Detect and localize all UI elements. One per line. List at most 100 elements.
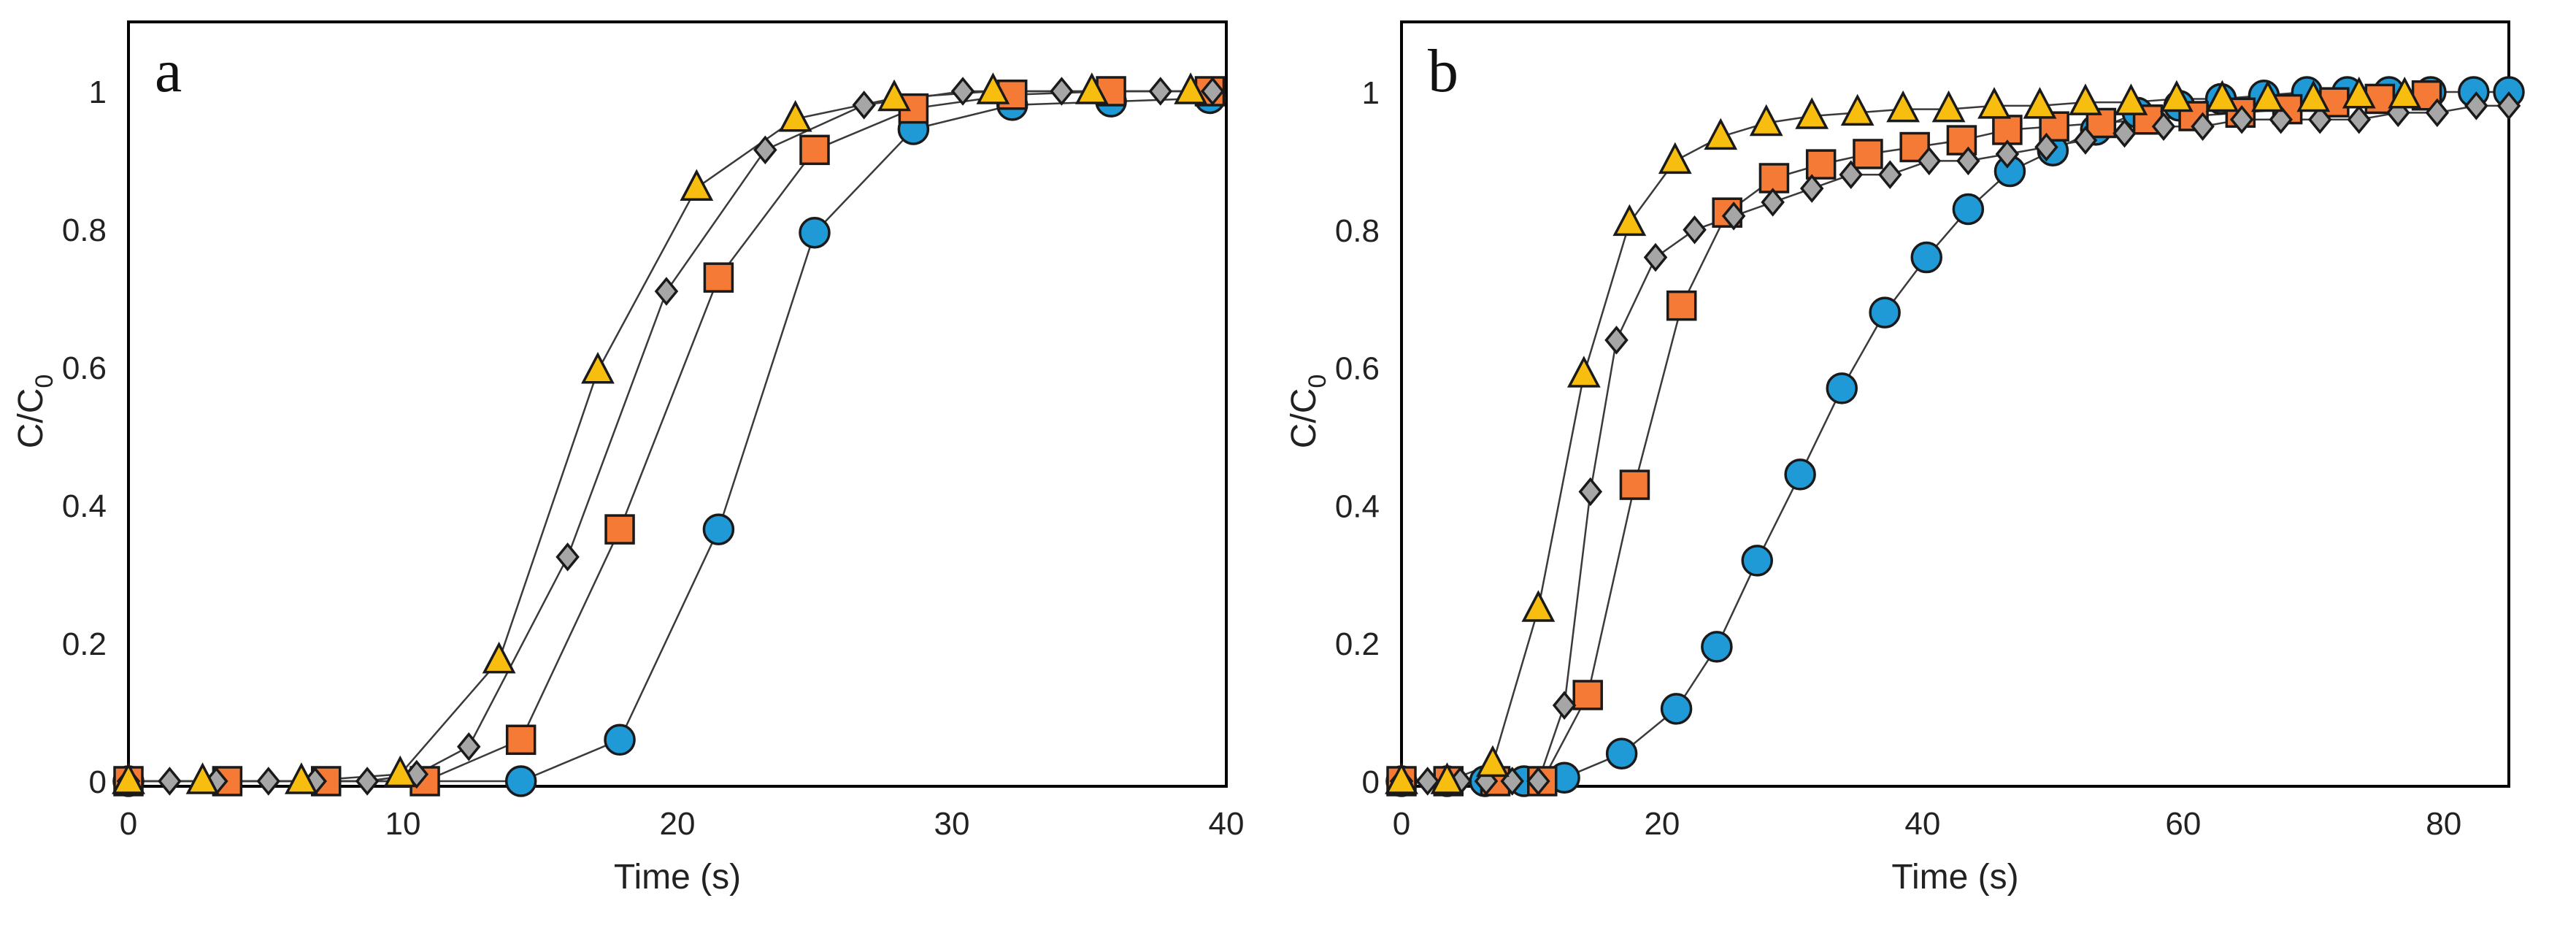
data-point-square — [1946, 125, 1977, 156]
data-point-circle — [1701, 631, 1733, 663]
data-point-triangle — [482, 641, 516, 674]
data-point-triangle — [877, 79, 911, 112]
data-point-circle — [799, 216, 831, 249]
data-point-diamond — [1721, 201, 1746, 231]
x-tick-label: 20 — [660, 806, 696, 842]
data-point-triangle — [383, 755, 418, 788]
x-tick-label: 20 — [1644, 806, 1680, 842]
data-point-triangle — [284, 762, 318, 794]
y-tick-label: 0.4 — [1335, 488, 1380, 524]
data-point-diamond — [950, 77, 975, 106]
data-point-diamond — [1683, 215, 1707, 245]
data-point-circle — [504, 765, 537, 797]
series-line-square — [128, 90, 1210, 783]
data-point-triangle — [2250, 80, 2285, 112]
data-point-diamond — [1799, 174, 1824, 203]
data-point-diamond — [2073, 126, 2098, 155]
y-tick-label: 0.2 — [1335, 626, 1380, 662]
data-point-triangle — [778, 100, 812, 132]
data-point-diamond — [1917, 146, 1942, 176]
data-point-diamond — [355, 767, 380, 796]
data-point-diamond — [2112, 118, 2137, 148]
data-point-square — [604, 514, 635, 545]
data-point-diamond — [2191, 112, 2215, 141]
data-point-triangle — [1931, 90, 1966, 123]
y-axis-title-main: C/C — [1285, 388, 1323, 449]
data-point-triangle — [2342, 76, 2376, 109]
panel-label: b — [1428, 37, 1458, 105]
y-tick-label: 0.6 — [62, 350, 107, 386]
x-tick-label: 60 — [2165, 806, 2201, 842]
data-point-circle — [702, 513, 735, 545]
data-point-diamond — [852, 91, 876, 120]
data-point-diamond — [1526, 767, 1550, 796]
y-tick-label: 0.4 — [62, 488, 107, 524]
data-point-triangle — [680, 169, 714, 201]
y-tick-label: 0 — [89, 764, 107, 800]
data-point-circle — [604, 724, 636, 756]
data-point-square — [799, 134, 830, 166]
y-tick-label: 1 — [89, 74, 107, 110]
data-point-diamond — [753, 135, 777, 165]
y-axis-title: C/C0 — [1285, 375, 1331, 449]
y-tick-label: 0 — [1362, 764, 1380, 800]
data-point-diamond — [1050, 77, 1074, 106]
data-point-triangle — [2388, 76, 2422, 109]
data-point-diamond — [2034, 132, 2058, 162]
y-axis-title-subscript: 0 — [1304, 375, 1331, 388]
data-point-triangle — [1074, 72, 1109, 104]
x-tick-label: 0 — [120, 806, 137, 842]
y-axis-title: C/C0 — [12, 375, 58, 449]
data-point-diamond — [456, 732, 481, 761]
data-point-circle — [1952, 193, 1985, 226]
data-point-square — [1758, 163, 1790, 193]
series-line-diamond — [128, 90, 1213, 783]
data-point-triangle — [1704, 118, 1738, 150]
data-point-diamond — [1877, 160, 1902, 190]
series-line-triangle — [1402, 94, 2405, 783]
data-point-circle — [1605, 737, 1638, 769]
data-point-triangle — [581, 351, 615, 384]
data-point-diamond — [1995, 139, 2020, 169]
data-point-square — [1666, 290, 1697, 321]
y-axis-title-main: C/C — [12, 388, 50, 449]
data-point-triangle — [2069, 83, 2102, 115]
data-point-triangle — [2160, 80, 2194, 112]
data-point-diamond — [2151, 112, 2176, 141]
x-tick-label: 30 — [934, 806, 970, 842]
x-tick-label: 0 — [1393, 806, 1410, 842]
x-tick-label: 10 — [385, 806, 421, 842]
data-point-triangle — [2114, 83, 2148, 115]
data-point-diamond — [2425, 98, 2450, 128]
data-point-square — [1572, 680, 1603, 710]
series-line-triangle — [128, 90, 1191, 783]
data-point-square — [703, 262, 734, 293]
data-point-triangle — [1566, 356, 1601, 388]
data-point-triangle — [112, 762, 145, 794]
data-point-circle — [1869, 296, 1901, 329]
panel-label: a — [155, 37, 182, 105]
data-point-diamond — [1552, 691, 1577, 720]
plot-frame — [1400, 20, 2510, 788]
data-point-square — [1853, 139, 1883, 169]
data-point-triangle — [2205, 80, 2239, 112]
x-tick-label: 40 — [1209, 806, 1245, 842]
data-point-triangle — [1977, 87, 2011, 119]
data-point-triangle — [1430, 762, 1464, 794]
y-tick-label: 0.6 — [1335, 351, 1380, 387]
x-axis-title: Time (s) — [1891, 858, 2018, 897]
data-point-triangle — [2023, 87, 2057, 119]
y-tick-label: 0.2 — [62, 626, 107, 662]
plot-frame — [127, 20, 1228, 788]
data-point-diamond — [555, 542, 580, 572]
data-point-triangle — [185, 762, 220, 794]
data-point-diamond — [1200, 77, 1225, 106]
data-point-triangle — [1612, 204, 1647, 237]
data-point-triangle — [976, 72, 1010, 104]
data-point-diamond — [1956, 146, 1980, 176]
data-point-triangle — [1840, 93, 1875, 126]
data-point-diamond — [1604, 326, 1629, 355]
data-point-square — [1619, 469, 1650, 500]
